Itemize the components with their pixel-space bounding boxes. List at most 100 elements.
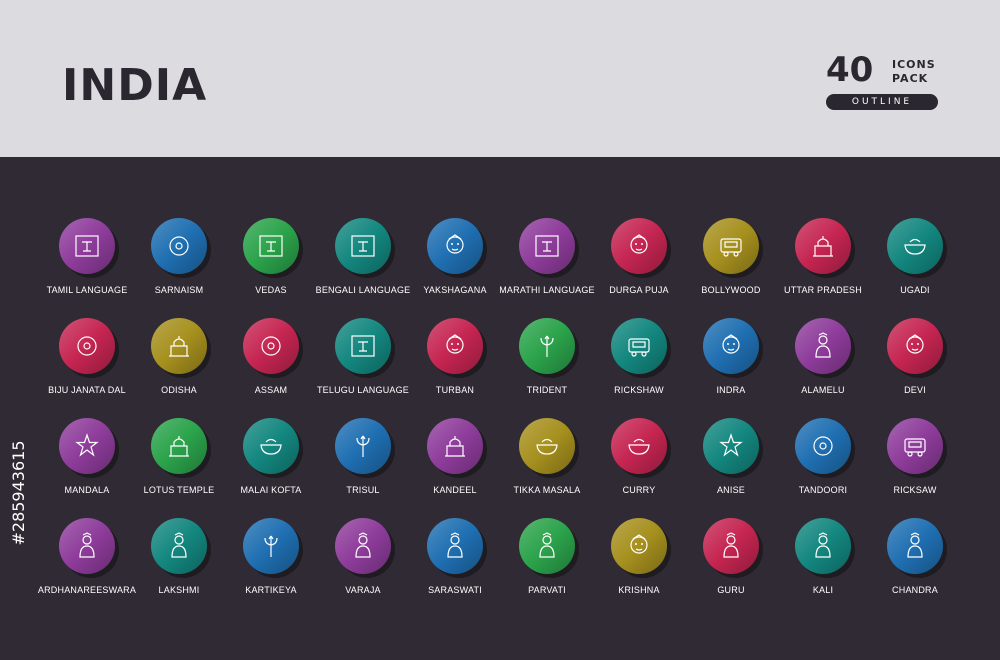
icon-circle — [887, 518, 943, 574]
icon-circle — [519, 418, 575, 474]
icon-tile: BIJU JANATA DAL — [27, 318, 147, 408]
icon-label: TELUGU LANGUAGE — [316, 385, 410, 395]
icon-label: TURBAN — [435, 385, 475, 395]
style-pill: OUTLINE — [826, 94, 938, 110]
icon-tile: UGADI — [855, 218, 975, 308]
icon-tile: TANDOORI — [763, 418, 883, 508]
icon-tile: BOLLYWOOD — [671, 218, 791, 308]
icon-label: ASSAM — [254, 385, 288, 395]
icon-circle — [151, 418, 207, 474]
icon-label: MARATHI LANGUAGE — [499, 285, 595, 295]
icon-tile: MARATHI LANGUAGE — [487, 218, 607, 308]
icon-circle — [335, 318, 391, 374]
page-title: INDIA — [62, 60, 208, 111]
icon-tile: ALAMELU — [763, 318, 883, 408]
icon-circle — [243, 518, 299, 574]
icon-circle — [427, 518, 483, 574]
icon-tile: KRISHNA — [579, 518, 699, 608]
icon-circle — [703, 418, 759, 474]
icon-tile: SARASWATI — [395, 518, 515, 608]
icon-circle — [151, 518, 207, 574]
icon-circle — [795, 418, 851, 474]
icon-tile: MALAI KOFTA — [211, 418, 331, 508]
icon-circle — [703, 318, 759, 374]
icon-circle — [59, 518, 115, 574]
icon-label: GURU — [717, 585, 745, 595]
icon-circle — [59, 218, 115, 274]
icon-tile: CHANDRA — [855, 518, 975, 608]
icon-tile: TURBAN — [395, 318, 515, 408]
icon-label: KALI — [812, 585, 834, 595]
icon-tile: SARNAISM — [119, 218, 239, 308]
icon-label: TANDOORI — [798, 485, 848, 495]
icon-tile: DURGA PUJA — [579, 218, 699, 308]
icon-circle — [887, 218, 943, 274]
icon-label: UTTAR PRADESH — [784, 285, 862, 295]
icon-circle — [611, 218, 667, 274]
icon-tile: DEVI — [855, 318, 975, 408]
icon-circle — [427, 218, 483, 274]
icon-label: BIJU JANATA DAL — [48, 385, 126, 395]
icon-tile: TAMIL LANGUAGE — [27, 218, 147, 308]
icon-label: TRISUL — [346, 485, 380, 495]
icon-label: VEDAS — [255, 285, 287, 295]
icon-circle — [427, 418, 483, 474]
icon-label: SARNAISM — [154, 285, 204, 295]
icon-tile: ARDHANAREESWARA — [27, 518, 147, 608]
icon-label: PARVATI — [528, 585, 566, 595]
icon-label: DEVI — [904, 385, 926, 395]
icon-tile: RICKSHAW — [579, 318, 699, 408]
icon-circle — [243, 418, 299, 474]
icon-circle — [795, 218, 851, 274]
icon-tile: LOTUS TEMPLE — [119, 418, 239, 508]
icon-tile: PARVATI — [487, 518, 607, 608]
icon-tile: TRISUL — [303, 418, 423, 508]
badge-line-pack: PACK — [892, 72, 929, 85]
icon-label: BENGALI LANGUAGE — [315, 285, 411, 295]
icon-circle — [335, 418, 391, 474]
icon-circle — [795, 318, 851, 374]
icon-circle — [335, 518, 391, 574]
icon-circle — [151, 218, 207, 274]
icon-tile: KARTIKEYA — [211, 518, 331, 608]
icon-circle — [887, 318, 943, 374]
icon-tile: KALI — [763, 518, 883, 608]
icon-label: VARAJA — [345, 585, 381, 595]
icon-circle — [519, 218, 575, 274]
icon-tile: BENGALI LANGUAGE — [303, 218, 423, 308]
icon-tile: RICKSAW — [855, 418, 975, 508]
icon-circle — [795, 518, 851, 574]
icon-circle — [59, 318, 115, 374]
icon-tile: TELUGU LANGUAGE — [303, 318, 423, 408]
icon-tile: VEDAS — [211, 218, 331, 308]
icon-count-badge: 40 ICONS PACK OUTLINE — [826, 52, 938, 112]
icon-label: BOLLYWOOD — [701, 285, 761, 295]
icon-label: KRISHNA — [618, 585, 660, 595]
header-banner: INDIA 40 ICONS PACK OUTLINE — [0, 0, 1000, 157]
icon-circle — [611, 518, 667, 574]
icon-label: CHANDRA — [892, 585, 938, 595]
icon-tile: KANDEEL — [395, 418, 515, 508]
icon-label: MANDALA — [64, 485, 110, 495]
icon-tile: GURU — [671, 518, 791, 608]
icon-label: TIKKA MASALA — [513, 485, 581, 495]
icon-circle — [519, 518, 575, 574]
icon-label: ARDHANAREESWARA — [37, 585, 137, 595]
icon-label: KANDEEL — [433, 485, 477, 495]
icon-label: YAKSHAGANA — [423, 285, 487, 295]
icon-tile: TIKKA MASALA — [487, 418, 607, 508]
icon-circle — [59, 418, 115, 474]
icon-circle — [335, 218, 391, 274]
icon-tile: INDRA — [671, 318, 791, 408]
icon-tile: ASSAM — [211, 318, 331, 408]
icon-count: 40 — [826, 50, 874, 90]
icon-circle — [703, 518, 759, 574]
icon-label: DURGA PUJA — [609, 285, 669, 295]
icon-tile: TRIDENT — [487, 318, 607, 408]
icon-label: UGADI — [900, 285, 930, 295]
icon-circle — [519, 318, 575, 374]
icon-tile: UTTAR PRADESH — [763, 218, 883, 308]
badge-line-icons: ICONS — [892, 58, 936, 71]
icon-circle — [243, 318, 299, 374]
icon-circle — [703, 218, 759, 274]
